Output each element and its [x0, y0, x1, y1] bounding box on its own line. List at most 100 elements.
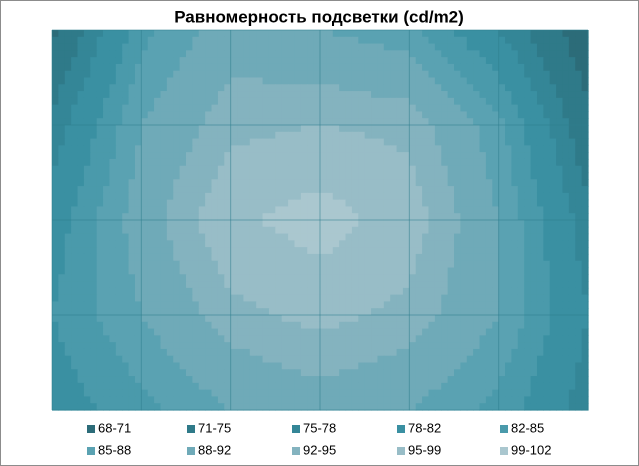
contour-fill: [441, 287, 449, 296]
contour-fill: [300, 97, 308, 106]
contour-fill: [109, 260, 117, 269]
contour-fill: [454, 382, 461, 391]
contour-fill: [300, 172, 308, 180]
contour-fill: [345, 369, 353, 377]
contour-fill: [562, 179, 570, 187]
contour-fill: [224, 328, 232, 336]
contour-fill: [536, 57, 544, 65]
contour-fill: [313, 362, 321, 370]
contour-fill: [556, 247, 564, 255]
contour-fill: [428, 369, 436, 377]
contour-fill: [396, 84, 404, 92]
contour-fill: [454, 301, 461, 309]
contour-fill: [581, 192, 589, 201]
contour-fill: [64, 152, 72, 160]
contour-fill: [339, 287, 347, 296]
contour-fill: [498, 91, 506, 99]
contour-fill: [581, 335, 589, 343]
contour-fill: [256, 315, 264, 323]
contour-fill: [530, 348, 538, 357]
contour-fill: [83, 206, 91, 214]
contour-fill: [71, 315, 79, 323]
contour-fill: [332, 97, 340, 106]
contour-fill: [454, 342, 461, 350]
contour-fill: [205, 77, 213, 85]
contour-fill: [90, 192, 98, 201]
contour-fill: [358, 158, 366, 167]
contour-fill: [371, 70, 379, 79]
contour-fill: [383, 342, 391, 350]
contour-fill: [58, 342, 66, 350]
contour-fill: [485, 267, 493, 275]
contour-fill: [562, 43, 570, 51]
contour-fill: [83, 36, 91, 45]
contour-fill: [179, 131, 187, 140]
contour-fill: [402, 104, 410, 113]
contour-fill: [320, 362, 327, 370]
contour-fill: [52, 138, 59, 146]
contour-fill: [64, 179, 72, 187]
contour-fill: [122, 145, 130, 153]
contour-fill: [568, 369, 576, 377]
contour-fill: [275, 138, 283, 146]
contour-fill: [288, 348, 296, 357]
contour-fill: [288, 315, 296, 323]
contour-fill: [307, 240, 315, 248]
contour-fill: [198, 70, 206, 79]
contour-fill: [364, 213, 372, 221]
contour-fill: [211, 30, 219, 38]
contour-fill: [473, 321, 481, 330]
contour-fill: [371, 220, 379, 228]
contour-fill: [466, 348, 474, 357]
contour-fill: [96, 36, 104, 45]
contour-fill: [103, 369, 111, 377]
contour-fill: [211, 172, 219, 180]
contour-fill: [454, 376, 461, 384]
contour-fill: [90, 308, 98, 316]
contour-fill: [345, 63, 353, 72]
contour-fill: [371, 63, 379, 72]
contour-fill: [217, 158, 225, 167]
contour-fill: [64, 301, 72, 309]
contour-fill: [358, 43, 366, 51]
contour-fill: [217, 91, 225, 99]
contour-fill: [562, 247, 570, 255]
contour-fill: [58, 308, 66, 316]
contour-fill: [173, 389, 181, 398]
contour-fill: [543, 389, 551, 398]
contour-fill: [364, 131, 372, 140]
contour-fill: [575, 186, 583, 194]
contour-fill: [96, 220, 104, 228]
contour-fill: [556, 233, 564, 241]
contour-fill: [211, 267, 219, 275]
contour-fill: [313, 335, 321, 343]
contour-fill: [441, 240, 449, 248]
contour-fill: [268, 369, 276, 377]
contour-fill: [198, 206, 206, 214]
contour-fill: [485, 179, 493, 187]
contour-fill: [217, 301, 225, 309]
contour-fill: [64, 57, 72, 65]
contour-fill: [536, 267, 544, 275]
contour-fill: [396, 206, 404, 214]
contour-fill: [90, 199, 98, 208]
contour-fill: [377, 111, 385, 119]
contour-fill: [422, 213, 430, 221]
contour-fill: [511, 287, 519, 296]
contour-fill: [52, 376, 59, 384]
contour-fill: [211, 382, 219, 391]
contour-fill: [134, 342, 142, 350]
contour-fill: [364, 104, 372, 113]
contour-fill: [275, 43, 283, 51]
contour-fill: [358, 274, 366, 282]
contour-fill: [485, 77, 493, 85]
contour-fill: [409, 287, 417, 296]
contour-fill: [109, 328, 117, 336]
contour-fill: [364, 328, 372, 336]
contour-fill: [205, 206, 213, 214]
contour-fill: [205, 308, 213, 316]
contour-fill: [83, 220, 91, 228]
contour-fill: [103, 152, 111, 160]
contour-fill: [466, 281, 474, 289]
contour-fill: [524, 342, 532, 350]
